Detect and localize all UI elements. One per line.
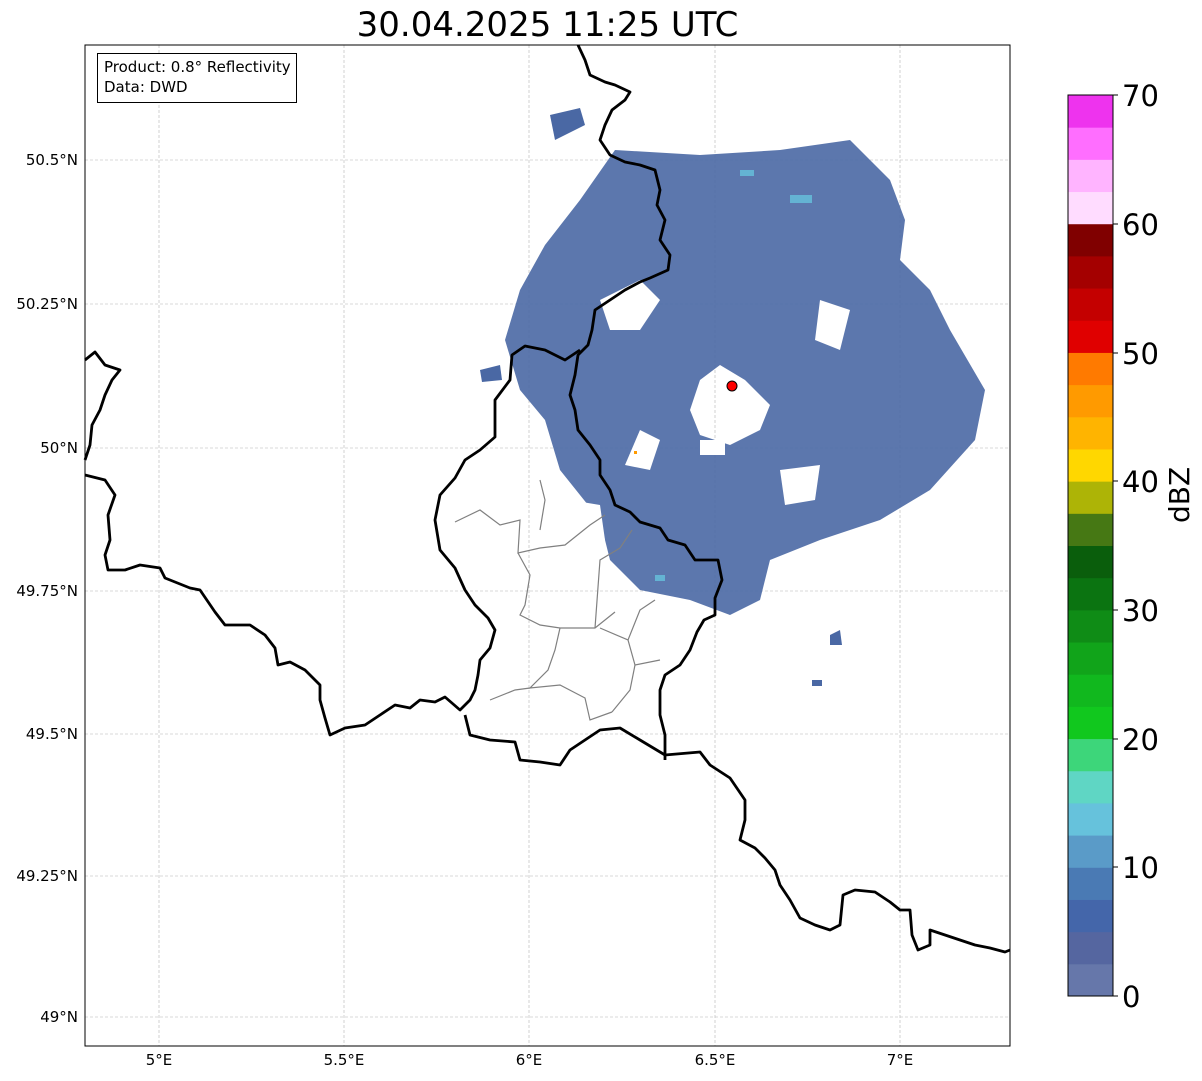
radar-echoes xyxy=(480,108,985,686)
colorbar-segment xyxy=(1068,867,1113,900)
light-echoes xyxy=(655,170,812,581)
colorbar-segment xyxy=(1068,802,1113,836)
lat-tick-49-5: 49.5°N xyxy=(25,725,78,743)
colorbar-segment xyxy=(1068,706,1113,740)
colorbar-segment xyxy=(1068,770,1113,804)
radar-site-marker xyxy=(726,380,738,392)
colorbar-tick-0: 0 xyxy=(1122,980,1141,1014)
colorbar-segment xyxy=(1068,963,1113,997)
colorbar-tick-70: 70 xyxy=(1122,79,1159,113)
lat-tick-49-25: 49.25°N xyxy=(16,867,78,885)
colorbar-tick-50: 50 xyxy=(1122,337,1159,371)
colorbar-segment xyxy=(1068,545,1113,579)
lon-tick-5: 5°E xyxy=(145,1051,173,1069)
colorbar-tick-20: 20 xyxy=(1122,723,1159,757)
colorbar-segment xyxy=(1068,513,1113,546)
colorbar-segment xyxy=(1068,899,1113,933)
colorbar-segment xyxy=(1068,255,1113,289)
colorbar-segment xyxy=(1068,481,1113,514)
colorbar-segment xyxy=(1068,159,1113,193)
colorbar-segment xyxy=(1068,448,1113,482)
plot-border xyxy=(84,44,1011,1047)
lon-tick-6: 6°E xyxy=(515,1051,543,1069)
colorbar-border xyxy=(1067,94,1114,997)
colorbar-tick-40: 40 xyxy=(1122,465,1159,499)
lon-tick-6-5: 6.5°E xyxy=(694,1051,736,1069)
colorbar-segment xyxy=(1068,642,1113,675)
colorbar-segment xyxy=(1068,738,1113,772)
colorbar-segment xyxy=(1068,931,1113,965)
country-borders xyxy=(83,44,1011,954)
colorbar-tick-10: 10 xyxy=(1122,851,1159,885)
colorbar-segment xyxy=(1068,320,1113,353)
lat-tick-50-25: 50.25°N xyxy=(16,295,78,313)
colorbar-segment xyxy=(1068,223,1113,257)
colorbar-segment xyxy=(1068,416,1113,450)
colorbar-tick-30: 30 xyxy=(1122,594,1159,628)
lon-tick-5-5: 5.5°E xyxy=(323,1051,365,1069)
lat-tick-49: 49°N xyxy=(40,1008,78,1026)
lon-tick-7: 7°E xyxy=(886,1051,914,1069)
colorbar-tick-60: 60 xyxy=(1122,208,1159,242)
colorbar-title: dBZ xyxy=(1163,466,1196,523)
lat-tick-50-5: 50.5°N xyxy=(25,151,78,169)
canton-borders xyxy=(454,479,661,721)
colorbar-segment xyxy=(1068,127,1113,160)
colorbar-segment xyxy=(1068,674,1113,707)
colorbar-segment xyxy=(1068,95,1113,128)
colorbar-segment xyxy=(1068,191,1113,225)
colorbar-segment xyxy=(1068,609,1113,643)
lat-tick-49-75: 49.75°N xyxy=(16,582,78,600)
colorbar-segment xyxy=(1068,384,1113,418)
data-source-label: Data: DWD xyxy=(104,78,188,96)
product-label: Product: 0.8° Reflectivity xyxy=(104,58,291,76)
product-info-box: Product: 0.8° Reflectivity Data: DWD xyxy=(97,53,297,103)
lat-tick-50: 50°N xyxy=(40,439,78,457)
colorbar-ticks xyxy=(1113,94,1118,997)
map-title: 30.04.2025 11:25 UTC xyxy=(356,5,739,45)
colorbar-segment xyxy=(1068,352,1113,386)
colorbar-segment xyxy=(1068,288,1113,321)
colorbar xyxy=(1068,95,1113,997)
colorbar-segment xyxy=(1068,577,1113,611)
strong-echo-pixel xyxy=(634,451,637,454)
colorbar-segment xyxy=(1068,835,1113,868)
